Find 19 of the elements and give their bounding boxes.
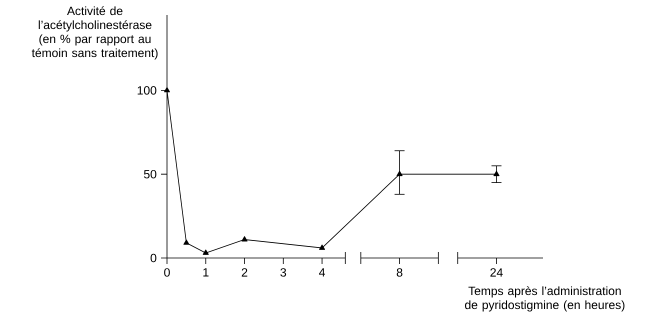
- x-tick-label: 3: [280, 268, 286, 277]
- x-tick-label: 8: [396, 268, 402, 277]
- point: [202, 250, 209, 255]
- x-tick-label: 2: [242, 268, 248, 277]
- y-axis-title: Activité de l’acétylcholinestérase (en % par rapport au témoin sans traitement): [32, 6, 158, 60]
- x-tick-label: 4: [318, 268, 326, 276]
- x-tick-label: 0: [164, 268, 170, 277]
- point: [493, 170, 500, 176]
- y-tick-label: 100: [138, 86, 156, 95]
- x-tick-label: 24: [490, 268, 503, 277]
- y-tick-label: 50: [144, 170, 156, 178]
- point: [242, 236, 248, 242]
- y-tick-label: 0: [150, 254, 156, 262]
- point: [319, 244, 326, 250]
- point: [183, 240, 190, 245]
- point: [164, 87, 170, 92]
- x-tick-label: 1: [203, 268, 209, 276]
- x-axis-title: Temps après l’administration de pyridostigmine (en heures): [465, 286, 624, 312]
- point: [396, 170, 403, 176]
